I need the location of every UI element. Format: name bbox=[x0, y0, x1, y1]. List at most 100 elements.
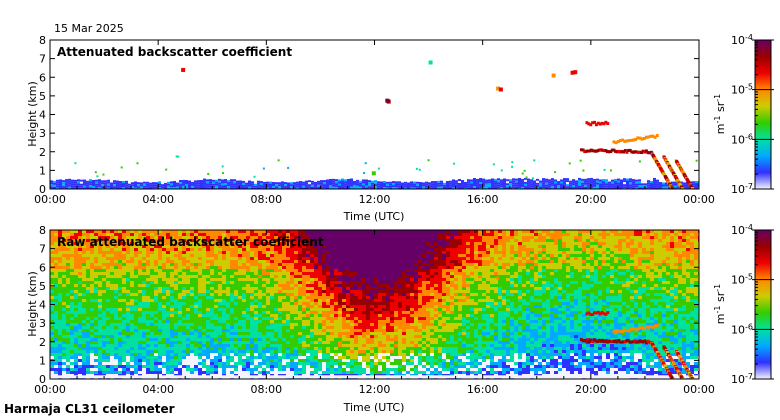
heatmap-cell bbox=[90, 296, 94, 299]
heatmap-cell bbox=[50, 308, 54, 311]
heatmap-cell bbox=[58, 239, 62, 242]
heatmap-cell bbox=[190, 359, 194, 362]
heatmap-cell bbox=[330, 368, 334, 371]
cloud-echo bbox=[386, 99, 391, 104]
heatmap-cell bbox=[198, 263, 202, 266]
heatmap-cell bbox=[274, 290, 278, 293]
heatmap-cell bbox=[58, 254, 62, 257]
heatmap-cell bbox=[326, 187, 329, 189]
heatmap-cell bbox=[644, 185, 647, 188]
heatmap-cell bbox=[218, 182, 221, 185]
heatmap-cell bbox=[290, 317, 294, 320]
heatmap-cell bbox=[178, 365, 182, 368]
heatmap-cell bbox=[551, 186, 554, 189]
heatmap-cell bbox=[155, 184, 158, 187]
heatmap-cell bbox=[158, 263, 162, 266]
heatmap-cell bbox=[246, 362, 250, 365]
heatmap-cell bbox=[286, 260, 290, 263]
heatmap-cell bbox=[234, 332, 238, 335]
heatmap-cell bbox=[54, 362, 58, 365]
heatmap-cell bbox=[590, 183, 593, 186]
heatmap-cell bbox=[142, 314, 146, 317]
heatmap-cell bbox=[86, 186, 89, 189]
heatmap-cell bbox=[178, 248, 182, 251]
cloud-echo bbox=[597, 148, 601, 152]
heatmap-cell bbox=[174, 317, 178, 320]
cloud-echo bbox=[181, 67, 186, 72]
heatmap-cell bbox=[110, 236, 114, 239]
heatmap-cell bbox=[250, 341, 254, 344]
heatmap-cell bbox=[282, 365, 286, 368]
heatmap-cell bbox=[310, 245, 314, 248]
heatmap-cell bbox=[126, 275, 130, 278]
heatmap-cell bbox=[270, 275, 274, 278]
heatmap-cell bbox=[74, 263, 78, 266]
heatmap-cell bbox=[102, 323, 106, 326]
heatmap-cell bbox=[113, 186, 116, 189]
heatmap-cell bbox=[166, 344, 170, 347]
heatmap-cell bbox=[250, 359, 254, 362]
heatmap-cell bbox=[362, 179, 365, 182]
heatmap-cell bbox=[198, 341, 202, 344]
cloud-echo bbox=[583, 150, 587, 154]
heatmap-cell bbox=[330, 278, 334, 281]
heatmap-cell bbox=[206, 187, 209, 189]
heatmap-cell bbox=[122, 323, 126, 326]
heatmap-cell bbox=[416, 183, 419, 186]
heatmap-cell bbox=[54, 365, 58, 368]
heatmap-cell bbox=[214, 230, 218, 233]
heatmap-cell bbox=[158, 296, 162, 299]
heatmap-cell bbox=[58, 236, 62, 239]
heatmap-cell bbox=[166, 350, 170, 353]
heatmap-cell bbox=[334, 239, 338, 242]
heatmap-cell bbox=[290, 323, 294, 326]
heatmap-cell bbox=[190, 287, 194, 290]
heatmap-cell bbox=[158, 290, 162, 293]
heatmap-cell bbox=[78, 308, 82, 311]
heatmap-cell bbox=[62, 254, 66, 257]
heatmap-cell bbox=[86, 341, 90, 344]
heatmap-cell bbox=[326, 299, 330, 302]
heatmap-cell bbox=[314, 257, 318, 260]
cloud-echo bbox=[584, 149, 588, 153]
heatmap-cell bbox=[270, 347, 274, 350]
heatmap-cell bbox=[310, 344, 314, 347]
heatmap-cell bbox=[77, 185, 80, 188]
heatmap-cell bbox=[410, 185, 413, 188]
heatmap-cell bbox=[126, 287, 130, 290]
heatmap-cell bbox=[194, 338, 198, 341]
heatmap-cell bbox=[170, 183, 173, 186]
heatmap-cell bbox=[78, 245, 82, 248]
heatmap-cell bbox=[82, 335, 86, 338]
heatmap-cell bbox=[210, 302, 214, 305]
heatmap-cell bbox=[106, 245, 110, 248]
heatmap-cell bbox=[210, 299, 214, 302]
heatmap-cell bbox=[274, 230, 278, 233]
heatmap-cell bbox=[122, 233, 126, 236]
heatmap-cell bbox=[298, 269, 302, 272]
heatmap-cell bbox=[330, 296, 334, 299]
heatmap-cell bbox=[134, 263, 138, 266]
heatmap-cell bbox=[226, 344, 230, 347]
heatmap-cell bbox=[118, 365, 122, 368]
heatmap-cell bbox=[98, 311, 102, 314]
heatmap-cell bbox=[218, 248, 222, 251]
heatmap-cell bbox=[162, 248, 166, 251]
heatmap-cell bbox=[330, 260, 334, 263]
heatmap-cell bbox=[170, 233, 174, 236]
heatmap-cell bbox=[334, 281, 338, 284]
heatmap-cell bbox=[270, 299, 274, 302]
heatmap-cell bbox=[258, 266, 262, 269]
heatmap-cell bbox=[290, 248, 294, 251]
heatmap-cell bbox=[66, 248, 70, 251]
heatmap-cell bbox=[482, 178, 485, 181]
cloud-echo bbox=[603, 168, 606, 171]
heatmap-cell bbox=[166, 356, 170, 359]
heatmap-cell bbox=[98, 344, 102, 347]
heatmap-cell bbox=[186, 263, 190, 266]
heatmap-cell bbox=[326, 341, 330, 344]
heatmap-cell bbox=[102, 296, 106, 299]
heatmap-cell bbox=[294, 233, 298, 236]
heatmap-cell bbox=[214, 233, 218, 236]
heatmap-cell bbox=[146, 251, 150, 254]
